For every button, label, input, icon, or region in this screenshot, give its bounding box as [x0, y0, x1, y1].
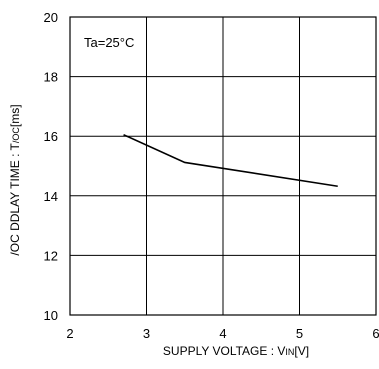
x-tick-label: 3	[143, 326, 150, 341]
y-axis-title: /OC DDLAY TIME : T/OC[ms]	[8, 104, 22, 255]
y-tick-label: 20	[44, 10, 58, 25]
y-tick-label: 18	[44, 70, 58, 85]
x-tick-labels: 2 3 4 5 6	[66, 326, 379, 341]
y-tick-label: 10	[44, 308, 58, 323]
grid	[70, 17, 376, 315]
x-axis-title: SUPPLY VOLTAGE : VIN[V]	[163, 344, 309, 358]
series-layer	[123, 133, 338, 188]
x-tick-label: 6	[372, 326, 379, 341]
x-tick-label: 4	[219, 326, 226, 341]
temperature-annotation: Ta=25°C	[84, 35, 134, 50]
y-tick-label: 16	[44, 129, 58, 144]
plot-area-frame	[69, 16, 377, 316]
series-line	[123, 133, 338, 188]
x-tick-label: 5	[296, 326, 303, 341]
y-tick-label: 12	[44, 248, 58, 263]
y-tick-labels: 10 12 14 16 18 20	[44, 10, 58, 323]
x-tick-label: 2	[66, 326, 73, 341]
y-tick-label: 14	[44, 189, 58, 204]
